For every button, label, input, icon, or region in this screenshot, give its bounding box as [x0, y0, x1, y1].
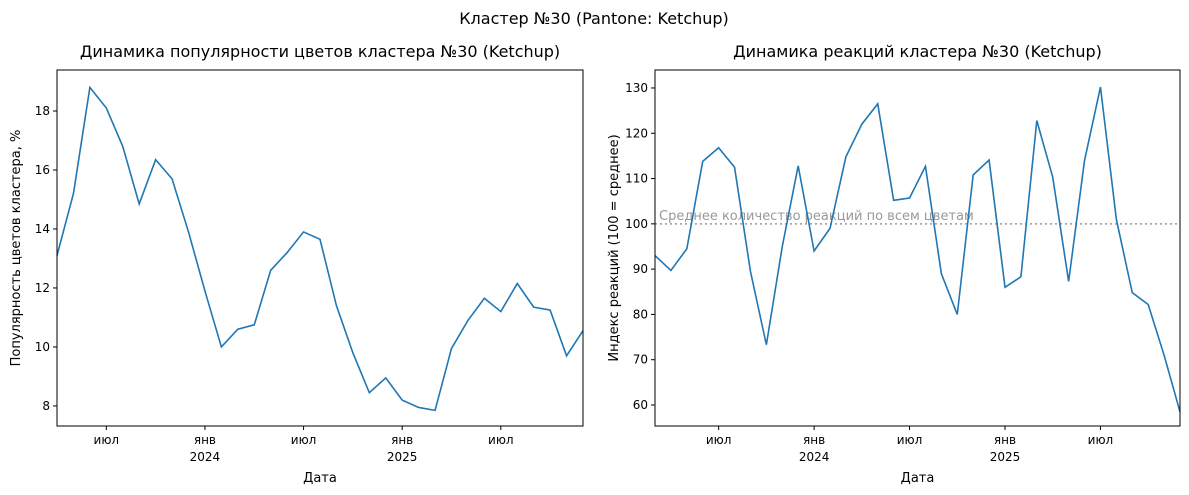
x-tick-label: июл	[488, 433, 514, 447]
line	[654, 86, 1181, 412]
x-tick-label: июл	[1088, 433, 1114, 447]
x-tick-label: янв 2025	[387, 433, 418, 464]
line	[56, 85, 584, 412]
reference-label: Среднее количество реакций по всем цвета…	[659, 209, 974, 224]
y-tick-label: 8	[42, 399, 50, 413]
y-tick-label: 18	[35, 104, 50, 118]
y-axis-label: Популярность цветов кластера, %	[9, 130, 24, 367]
x-tick-label: июл	[706, 433, 732, 447]
x-tick-label: янв 2024	[799, 433, 830, 464]
axes-frame	[56, 69, 584, 427]
y-axis-label: Индекс реакций (100 = среднее)	[607, 134, 622, 361]
axes-frame	[654, 69, 1181, 427]
y-tick-label: 100	[625, 217, 648, 231]
x-axis-label: Дата	[303, 471, 337, 486]
x-axis-label: Дата	[901, 471, 935, 486]
chart-title: Динамика реакций кластера №30 (Ketchup)	[733, 42, 1102, 61]
x-tick-label: июл	[291, 433, 317, 447]
y-tick-label: 80	[633, 307, 648, 321]
y-tick-label: 130	[625, 81, 648, 95]
y-tick-label: 12	[35, 281, 50, 295]
y-tick-label: 14	[35, 222, 50, 236]
x-tick-label: янв 2025	[990, 433, 1021, 464]
figure-title: Кластер №30 (Pantone: Ketchup)	[459, 9, 729, 28]
y-tick-label: 70	[633, 353, 648, 367]
y-tick-label: 90	[633, 262, 648, 276]
y-tick-label: 60	[633, 398, 648, 412]
x-tick-label: июл	[94, 433, 120, 447]
x-tick-label: янв 2024	[190, 433, 221, 464]
y-tick-label: 10	[35, 340, 50, 354]
y-tick-label: 120	[625, 126, 648, 140]
x-tick-label: июл	[897, 433, 923, 447]
y-tick-label: 110	[625, 172, 648, 186]
chart-title: Динамика популярности цветов кластера №3…	[80, 42, 560, 61]
y-tick-label: 16	[35, 163, 50, 177]
